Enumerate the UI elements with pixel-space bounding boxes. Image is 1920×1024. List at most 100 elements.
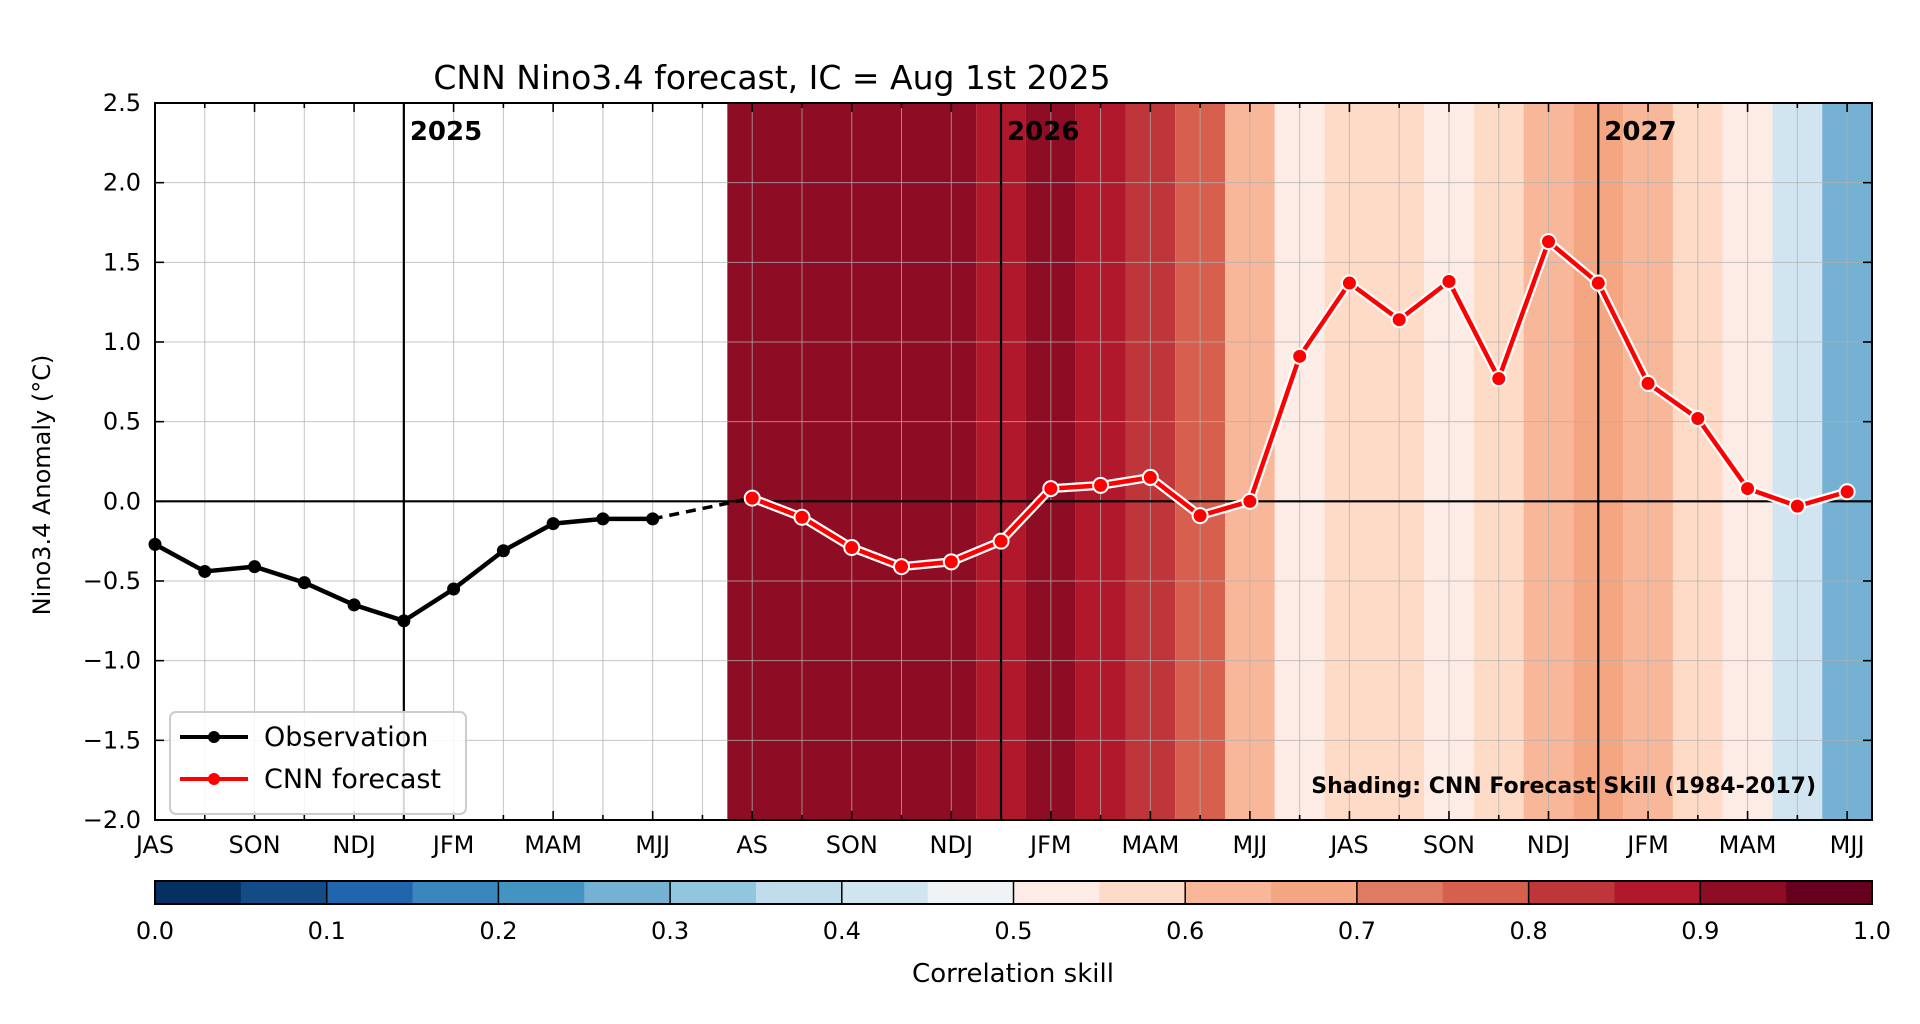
x-tick-label: NDJ	[332, 831, 376, 859]
observation-point	[496, 544, 510, 558]
forecast-point	[1490, 370, 1508, 388]
colorbar-tick-label: 0.6	[1166, 917, 1204, 945]
colorbar-block	[155, 881, 242, 904]
year-marker-label: 2025	[410, 117, 482, 147]
x-tick-label: SON	[1423, 831, 1475, 859]
colorbar-block	[326, 881, 414, 904]
x-tick-label: JFM	[1028, 831, 1072, 859]
plot-frame	[154, 102, 1873, 821]
colorbar-tick-label: 0.1	[308, 917, 346, 945]
y-tick-label: 1.5	[103, 248, 141, 276]
forecast-point	[793, 508, 811, 526]
observation-point	[347, 598, 361, 612]
observation-point	[447, 582, 461, 596]
colorbar-tick-label: 0.2	[479, 917, 517, 945]
y-tick-label: 1.0	[103, 328, 141, 356]
colorbar-block	[1786, 881, 1873, 904]
colorbar-block	[1700, 881, 1787, 904]
x-tick-label: JFM	[1625, 831, 1669, 859]
axis-ticks-layer	[154, 102, 1872, 821]
x-tick-label: NDJ	[1527, 831, 1571, 859]
x-tick-label: MJJ	[1830, 831, 1865, 859]
reference-lines-layer: 2025 2026 2027	[155, 103, 1872, 820]
colorbar-block	[1271, 881, 1358, 904]
forecast-point	[1440, 272, 1458, 290]
skill-shading-band	[1324, 103, 1425, 820]
forecast-point	[1639, 374, 1657, 392]
forecast-point	[843, 539, 861, 557]
observation-point	[297, 576, 311, 590]
legend: Observation CNN forecast	[169, 711, 467, 815]
observation-point	[546, 517, 560, 531]
y-tick-label: −1.0	[83, 647, 141, 675]
colorbar-block	[498, 881, 585, 904]
colorbar-tick-label: 0.8	[1510, 917, 1548, 945]
x-tick-label: MAM	[1719, 831, 1777, 859]
observation-point	[596, 512, 610, 526]
colorbar-block	[584, 881, 671, 904]
series-layer	[148, 233, 1856, 628]
forecast-point	[1042, 480, 1060, 498]
colorbar-block	[670, 881, 757, 904]
forecast-point	[1241, 492, 1259, 510]
forecast-point	[1191, 507, 1209, 525]
x-tick-label: NDJ	[930, 831, 974, 859]
forecast-point	[1141, 468, 1159, 486]
y-tick-label: 0.5	[103, 408, 141, 436]
x-tick-label: MJJ	[635, 831, 670, 859]
colorbar-blocks	[155, 881, 1873, 904]
colorbar-block	[1614, 881, 1701, 904]
x-tick-label: JAS	[1328, 831, 1368, 859]
forecast-point	[743, 489, 761, 507]
y-tick-label: 0.0	[103, 487, 141, 515]
y-tick-label: −1.5	[83, 726, 141, 754]
forecast-point	[992, 532, 1010, 550]
observation-point	[248, 560, 262, 574]
labels-layer: JAS SON NDJ JFM MAM MJJ AS SON NDJ JFM MAM MJJ JAS SO…	[83, 89, 1865, 859]
x-tick-label: JFM	[431, 831, 475, 859]
x-tick-label: JAS	[134, 831, 174, 859]
colorbar-block	[755, 881, 843, 904]
y-tick-label: −2.0	[83, 806, 141, 834]
colorbar-frame	[154, 880, 1873, 905]
colorbar-block	[240, 881, 328, 904]
colorbar-tick-label: 1.0	[1853, 917, 1891, 945]
forecast-point	[1589, 274, 1607, 292]
x-tick-label: SON	[228, 831, 280, 859]
colorbar-block	[1013, 881, 1100, 904]
colorbar-block	[841, 881, 929, 904]
forecast-point	[1838, 483, 1856, 501]
x-tick-label: MJJ	[1232, 831, 1267, 859]
colorbar-tick-label: 0.4	[823, 917, 861, 945]
forecast-point	[1540, 233, 1558, 251]
colorbar-label: Correlation skill	[912, 959, 1114, 989]
y-tick-label: 2.0	[103, 169, 141, 197]
year-marker-label: 2026	[1007, 117, 1079, 147]
y-tick-label: −0.5	[83, 567, 141, 595]
colorbar-tick-label: 0.9	[1681, 917, 1719, 945]
legend-cnn-forecast-label: CNN forecast	[264, 764, 441, 795]
observation-point	[198, 564, 212, 578]
forecast-point	[1390, 311, 1408, 329]
shading-note: Shading: CNN Forecast Skill (1984-2017)	[1311, 774, 1816, 799]
y-tick-label: 2.5	[103, 89, 141, 117]
forecast-point	[1340, 274, 1358, 292]
colorbar: 0.0 0.1 0.2 0.3 0.4 0.5 0.6 0.7 0.8 0.9 1.0 Correl…	[136, 880, 1891, 989]
colorbar-tick-label: 0.7	[1338, 917, 1376, 945]
observation-point	[646, 512, 660, 526]
forecast-point	[1739, 480, 1757, 498]
forecast-point	[942, 553, 960, 571]
colorbar-block	[1099, 881, 1186, 904]
colorbar-block	[1356, 881, 1444, 904]
x-tick-label: AS	[736, 831, 768, 859]
year-marker-label: 2027	[1604, 117, 1676, 147]
legend-observation-marker	[208, 731, 220, 743]
legend-observation-label: Observation	[264, 722, 428, 753]
colorbar-tick-label: 0.0	[136, 917, 174, 945]
forecast-point	[1291, 347, 1309, 365]
colorbar-block	[1185, 881, 1272, 904]
colorbar-block	[1528, 881, 1615, 904]
x-tick-label: MAM	[524, 831, 582, 859]
